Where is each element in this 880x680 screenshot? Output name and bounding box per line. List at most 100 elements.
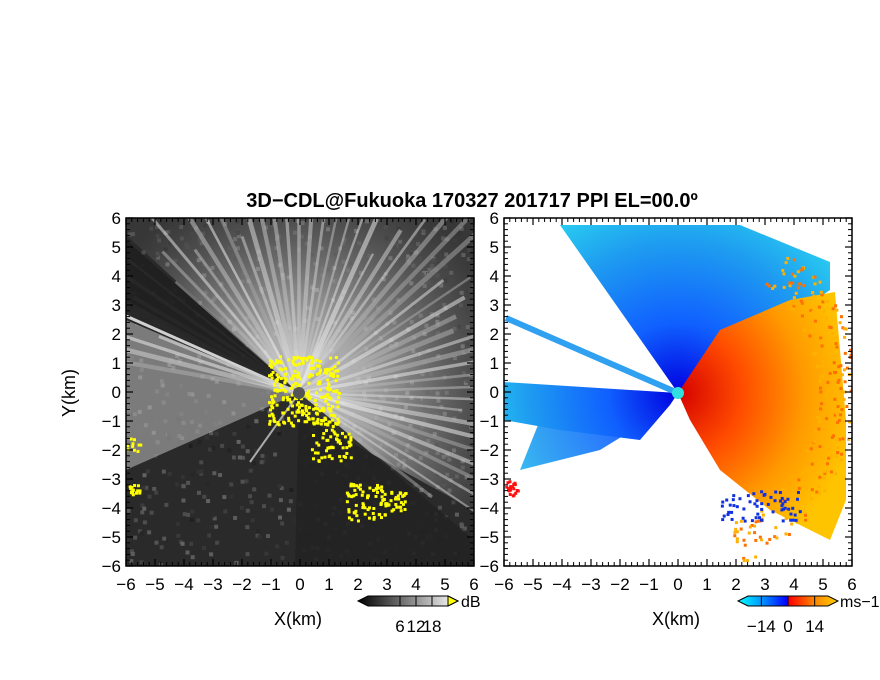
velocity-pixel [823, 471, 827, 475]
saturated-pixel [308, 373, 312, 377]
velocity-pixel [782, 272, 786, 276]
noise-pixel [180, 541, 185, 546]
saturated-pixel [268, 414, 272, 418]
velocity-pixel [794, 518, 798, 522]
velocity-pixel [818, 448, 822, 452]
velocity-pixel [778, 497, 782, 501]
saturated-pixel [300, 413, 304, 417]
x-tick-label: −5 [523, 575, 542, 594]
saturated-pixel [122, 437, 125, 440]
velocity-pixel [819, 290, 823, 294]
saturated-pixel [376, 483, 380, 487]
velocity-pixel [813, 282, 817, 286]
saturated-pixel [307, 417, 311, 421]
velocity-pixel [822, 309, 826, 313]
noise-pixel [390, 466, 395, 471]
velocity-pixel [515, 489, 519, 493]
saturated-pixel [297, 405, 301, 409]
velocity-pixel [781, 268, 785, 272]
velocity-pixel [836, 380, 840, 384]
saturated-pixel [296, 355, 300, 359]
saturated-pixel [268, 359, 272, 363]
beam-ray [297, 218, 449, 395]
y-tick-label: 1 [112, 354, 121, 373]
saturated-pixel [278, 359, 282, 363]
velocity-pixel [774, 526, 778, 530]
saturated-pixel [275, 373, 279, 377]
noise-pixel [189, 517, 194, 522]
saturated-pixel [331, 405, 335, 409]
saturated-pixel [311, 373, 315, 377]
velocity-pixel [768, 537, 772, 541]
saturated-pixel [271, 370, 275, 374]
velocity-pixel [824, 316, 828, 320]
saturated-pixel [397, 497, 401, 501]
saturated-pixel [394, 497, 398, 501]
saturated-pixel [135, 491, 139, 495]
saturated-pixel [291, 423, 295, 427]
velocity-pixel [829, 470, 833, 474]
saturated-pixel [282, 420, 286, 424]
saturated-pixel [294, 356, 298, 360]
saturated-pixel [316, 407, 320, 411]
saturated-pixel [361, 506, 365, 510]
noise-pixel [197, 439, 202, 444]
velocity-pixel [821, 359, 825, 363]
y-tick-label: −3 [102, 470, 121, 489]
velocity-pixel [829, 454, 833, 458]
velocity-pixel [781, 519, 785, 523]
noise-pixel [129, 549, 134, 554]
velocity-pixel [725, 498, 729, 502]
velocity-pixel [847, 437, 851, 441]
noise-pixel [284, 540, 289, 545]
saturated-pixel [325, 438, 329, 442]
saturated-pixel [271, 401, 275, 405]
saturated-pixel [327, 396, 331, 400]
saturated-pixel [320, 456, 324, 460]
velocity-pixel [733, 530, 737, 534]
saturated-pixel [309, 366, 313, 370]
saturated-pixel [273, 394, 277, 398]
saturated-pixel [360, 493, 364, 497]
saturated-pixel [275, 403, 279, 407]
saturated-pixel [326, 402, 330, 406]
velocity-pixel [739, 527, 743, 531]
velocity-pixel [763, 492, 767, 496]
saturated-pixel [129, 437, 133, 441]
velocity-pixel [837, 365, 841, 369]
velocity-pixel [825, 429, 829, 433]
saturated-pixel [382, 498, 386, 502]
saturated-pixel [328, 454, 332, 458]
noise-pixel [152, 486, 157, 491]
saturated-pixel [276, 378, 280, 382]
saturated-pixel [331, 418, 335, 422]
saturated-pixel [398, 505, 402, 509]
saturated-pixel [294, 363, 298, 367]
saturated-pixel [307, 355, 311, 359]
x-tick-label: −3 [581, 575, 600, 594]
noise-pixel [267, 493, 272, 498]
saturated-pixel [328, 420, 332, 424]
velocity-pixel [820, 344, 824, 348]
velocity-pixel [853, 393, 856, 396]
saturated-pixel [403, 500, 407, 504]
saturated-pixel [273, 388, 277, 392]
velocity-pixel [834, 353, 838, 357]
velocity-pixel [743, 519, 747, 523]
saturated-pixel [394, 502, 398, 506]
saturated-pixel [297, 371, 301, 375]
saturated-pixel [324, 449, 328, 453]
beam-ray [297, 218, 326, 394]
velocity-pixel [732, 504, 736, 508]
velocity-pixel [721, 518, 725, 522]
y-tick-label: −4 [102, 499, 121, 518]
saturated-pixel [291, 374, 295, 378]
saturated-pixel [301, 361, 305, 365]
saturated-pixel [350, 518, 354, 522]
velocity-colorbar-unit: ms−1 [840, 594, 880, 611]
saturated-pixel [336, 361, 340, 365]
beam-ray [150, 218, 301, 394]
saturated-pixel [338, 442, 342, 446]
saturated-pixel [322, 409, 326, 413]
velocity-pixel [842, 397, 846, 401]
